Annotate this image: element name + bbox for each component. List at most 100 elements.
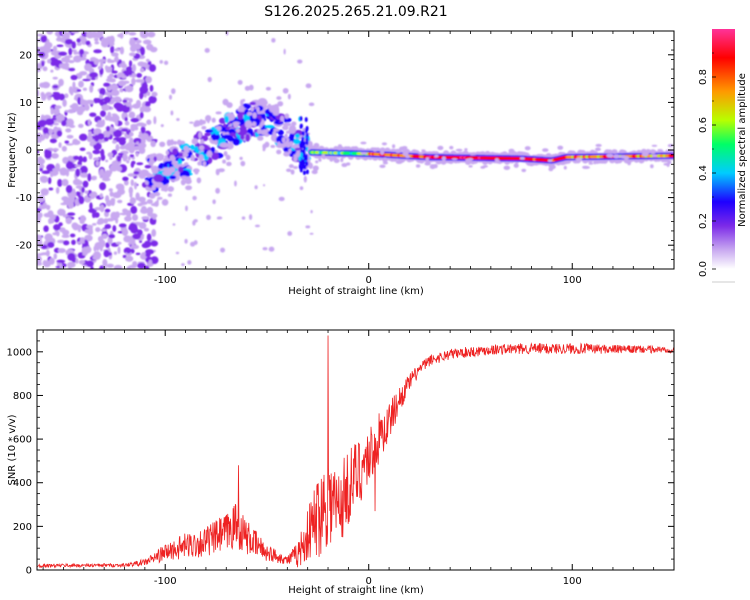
noise-speckle	[105, 77, 115, 83]
carrier-speckle	[441, 156, 446, 162]
carrier-speckle	[333, 158, 340, 164]
ridge-blob	[169, 175, 177, 180]
faint-speckle	[297, 59, 303, 64]
ridge-halo	[150, 140, 156, 148]
ridge-halo	[293, 156, 298, 162]
ridge-halo	[214, 139, 218, 146]
ridge-halo	[273, 103, 279, 110]
noise-speckle	[146, 119, 152, 125]
noise-speckle	[53, 253, 58, 260]
noise-speckle	[141, 252, 146, 256]
noise-speckle	[149, 84, 154, 92]
noise-speckle	[144, 102, 151, 107]
noise-speckle	[150, 240, 159, 247]
ridge-halo	[262, 143, 267, 150]
noise-speckle	[89, 112, 97, 117]
ridge-halo	[157, 196, 163, 200]
carrier-speckle	[382, 161, 389, 165]
ridge-halo	[172, 140, 178, 145]
spectrogram-x-axis-label: Height of straight line (km)	[288, 286, 424, 297]
ridge-blob	[282, 122, 292, 127]
carrier-speckle	[329, 158, 334, 162]
noise-speckle	[102, 259, 108, 267]
bot-x-tick-label: -100	[154, 576, 177, 587]
transition-blob	[305, 140, 309, 146]
noise-speckle	[132, 261, 138, 267]
ridge-halo	[238, 105, 245, 110]
ridge-blob	[222, 134, 234, 139]
noise-speckle	[84, 190, 89, 194]
ridge-halo	[244, 85, 251, 91]
noise-speckle	[95, 227, 101, 233]
noise-speckle	[44, 236, 53, 239]
ridge-halo	[289, 141, 294, 147]
noise-speckle	[141, 82, 148, 91]
noise-speckle	[37, 89, 40, 97]
noise-speckle	[71, 222, 79, 230]
top-x-tick-label: -100	[154, 275, 177, 286]
noise-speckle	[61, 120, 67, 127]
carrier-speckle	[380, 150, 385, 156]
faint-speckle	[254, 185, 258, 190]
faint-speckle	[262, 184, 266, 187]
noise-speckle	[144, 164, 152, 169]
noise-speckle	[72, 105, 79, 112]
noise-speckle	[96, 120, 104, 127]
faint-speckle	[171, 88, 176, 95]
noise-speckle	[85, 99, 95, 105]
transition-blob	[303, 164, 307, 170]
ridge-halo	[180, 179, 186, 186]
noise-speckle	[113, 264, 123, 269]
noise-speckle	[40, 176, 49, 184]
faint-speckle	[254, 224, 260, 228]
carrier-speckle	[663, 162, 669, 166]
noise-speckle	[129, 197, 137, 205]
noise-speckle	[99, 87, 106, 96]
noise-speckle	[103, 91, 112, 96]
carrier-speckle	[465, 158, 471, 162]
carrier-speckle	[593, 161, 597, 165]
transition-blob	[299, 116, 303, 122]
ridge-halo	[222, 131, 226, 136]
noise-speckle	[97, 133, 105, 140]
noise-speckle	[121, 228, 129, 236]
noise-speckle	[67, 253, 76, 261]
faint-speckle	[305, 225, 311, 229]
noise-speckle	[88, 193, 95, 198]
ridge-halo	[315, 160, 319, 164]
ridge-halo	[303, 175, 307, 183]
carrier-speckle	[360, 141, 367, 145]
faint-speckle	[204, 48, 210, 53]
carrier-speckle	[437, 145, 444, 151]
noise-speckle	[68, 124, 76, 128]
noise-speckle	[108, 188, 113, 192]
carrier-speckle	[524, 146, 531, 151]
noise-speckle	[53, 108, 60, 116]
carrier-speckle	[360, 151, 368, 155]
ridge-blob	[194, 146, 199, 153]
noise-speckle	[99, 204, 105, 213]
noise-speckle	[47, 210, 54, 218]
noise-speckle	[113, 102, 123, 110]
ridge-blob	[172, 148, 178, 156]
noise-speckle	[139, 67, 145, 73]
noise-speckle	[40, 252, 49, 256]
noise-speckle	[136, 50, 141, 53]
carrier-speckle	[649, 149, 656, 155]
noise-speckle	[107, 236, 113, 245]
noise-speckle	[139, 111, 144, 119]
colorbar-label: Normalized spectral amplitude	[737, 73, 748, 227]
faint-speckle	[212, 199, 216, 205]
ridge-halo	[284, 113, 290, 119]
carrier-speckle	[547, 159, 553, 163]
noise-speckle	[105, 242, 110, 249]
colorbar-tick-label: 0.8	[698, 69, 709, 85]
colorbar-tick-label: 0.0	[698, 261, 709, 277]
noise-speckle	[46, 31, 54, 35]
transition-blob	[302, 170, 306, 176]
noise-speckle	[143, 227, 150, 232]
noise-speckle	[139, 31, 145, 35]
noise-speckle	[78, 195, 85, 205]
noise-speckle	[54, 105, 62, 110]
